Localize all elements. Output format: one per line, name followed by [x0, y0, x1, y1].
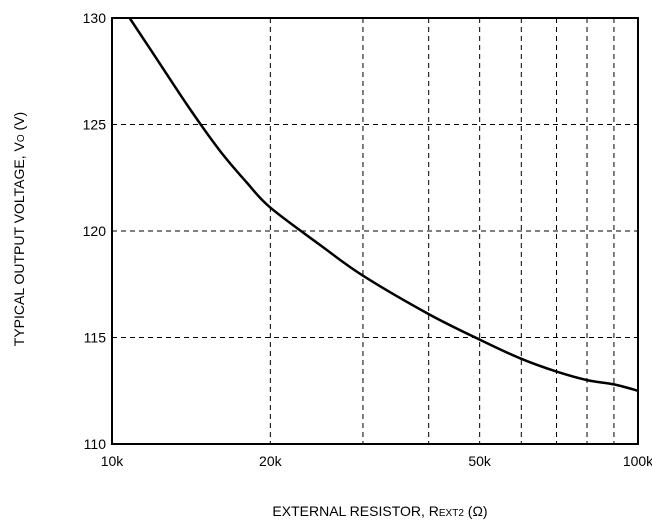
y-axis-label-sub: O [16, 134, 27, 142]
x-tick-label: 100k [623, 453, 652, 469]
x-axis-label-sub: EXT2 [439, 508, 464, 519]
grid [112, 18, 638, 444]
y-axis-label: TYPICAL OUTPUT VOLTAGE, VO (V) [11, 112, 27, 346]
y-tick-label: 110 [84, 436, 107, 452]
x-tick-label: 50k [468, 453, 492, 469]
y-axis-label-main: TYPICAL OUTPUT VOLTAGE, V [11, 141, 27, 346]
y-tick-label: 115 [84, 330, 107, 346]
x-tick-label: 10k [101, 453, 125, 469]
series-line [128, 17, 639, 393]
y-tick-labels: 110 115 120 125 130 [83, 10, 107, 452]
y-axis-label-unit: (V) [11, 112, 27, 135]
y-tick-label: 125 [83, 117, 107, 133]
x-tick-label: 20k [259, 453, 283, 469]
x-axis-label-unit: (Ω) [464, 503, 488, 519]
series-curve-group [128, 17, 639, 393]
y-tick-label: 120 [83, 223, 107, 239]
plot-frame [111, 17, 639, 445]
x-axis-label: EXTERNAL RESISTOR, REXT2 (Ω) [272, 503, 487, 519]
y-tick-label: 130 [83, 10, 107, 26]
x-tick-labels: 10k 20k 50k 100k [101, 453, 652, 469]
x-axis-label-main: EXTERNAL RESISTOR, R [272, 503, 438, 519]
